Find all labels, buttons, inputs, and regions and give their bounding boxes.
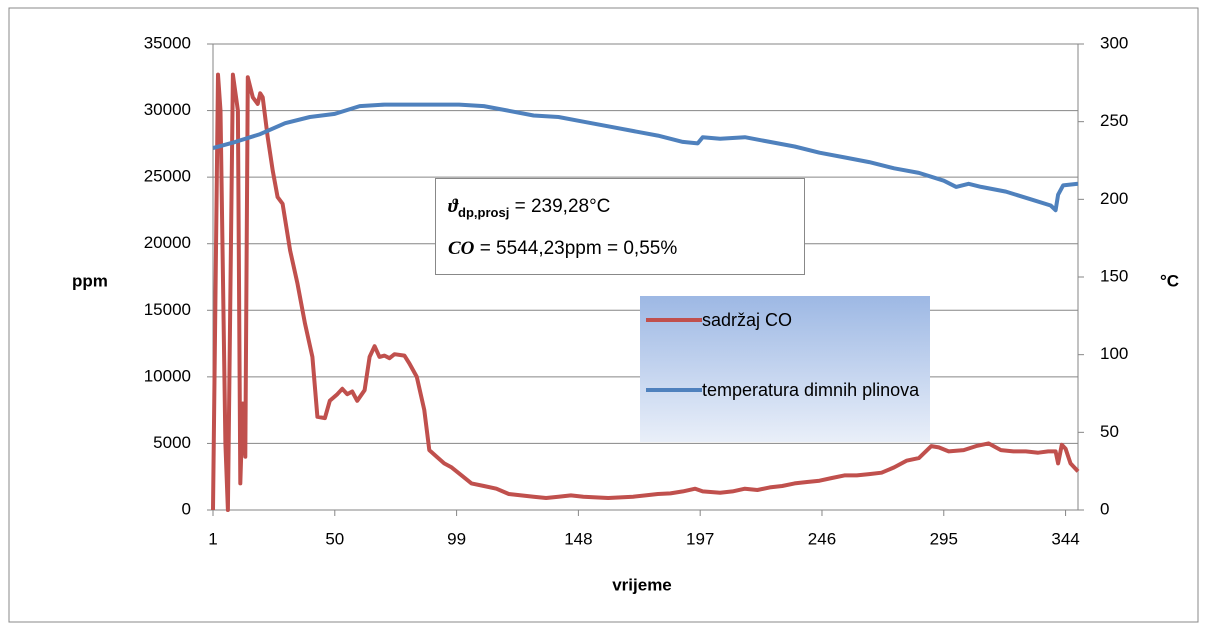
- series-line: [212, 102, 1079, 213]
- legend-swatch: [646, 318, 702, 322]
- y2-tick-label: 250: [1100, 111, 1128, 130]
- y2-tick-label: 50: [1100, 422, 1119, 441]
- x-tick-label: 197: [686, 529, 714, 548]
- y2-tick-label: 300: [1100, 33, 1128, 52]
- annotation-line: CO = 5544,23ppm = 0,55%: [448, 231, 804, 267]
- legend: sadržaj CO temperatura dimnih plinova: [640, 296, 930, 442]
- y2-tick-label: 200: [1100, 189, 1128, 208]
- y-axis-label: ppm: [72, 271, 108, 290]
- subscript: dp,prosj: [458, 204, 510, 220]
- y2-axis-label: °C: [1160, 271, 1179, 290]
- y-tick-label: 15000: [144, 300, 191, 319]
- legend-label: temperatura dimnih plinova: [702, 380, 920, 400]
- y2-tick-label: 100: [1100, 344, 1128, 363]
- symbol: ϑ: [448, 196, 459, 217]
- annotation-text: = 239,28°C: [514, 196, 611, 217]
- x-tick-label: 246: [808, 529, 836, 548]
- y-tick-label: 30000: [144, 100, 191, 119]
- annotation-line: ϑdp,prosj = 239,28°C: [448, 189, 804, 231]
- legend-item: temperatura dimnih plinova: [646, 378, 930, 402]
- annotation: ϑdp,prosj = 239,28°C CO = 5544,23ppm = 0…: [435, 178, 805, 275]
- legend-label: sadržaj CO: [702, 310, 793, 330]
- y-tick-label: 0: [182, 499, 191, 518]
- legend-swatch: [646, 388, 702, 392]
- x-tick-label: 99: [447, 529, 466, 548]
- x-tick-label: 344: [1051, 529, 1079, 548]
- y-tick-label: 20000: [144, 233, 191, 252]
- annotation-text: = 5544,23ppm = 0,55%: [479, 237, 678, 259]
- y-tick-label: 25000: [144, 167, 191, 186]
- x-axis-label: vrijeme: [612, 575, 672, 594]
- y-tick-label: 5000: [153, 433, 191, 452]
- x-tick-label: 148: [564, 529, 592, 548]
- legend-item: sadržaj CO: [646, 308, 930, 332]
- symbol: CO: [448, 237, 475, 259]
- y2-tick-label: 0: [1100, 499, 1109, 518]
- y-tick-label: 10000: [144, 366, 191, 385]
- x-tick-label: 50: [325, 529, 344, 548]
- x-tick-label: 295: [930, 529, 958, 548]
- series-line: [211, 72, 1080, 512]
- x-tick-label: 1: [208, 529, 217, 548]
- y-tick-label: 35000: [144, 33, 191, 52]
- y2-tick-label: 150: [1100, 266, 1128, 285]
